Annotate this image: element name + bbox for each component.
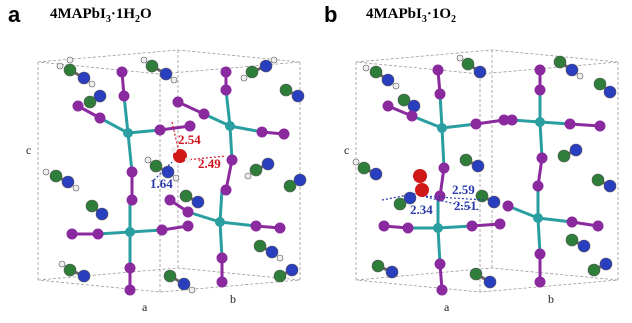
- panel-a-title: 4MAPbI3·1H2O: [50, 6, 152, 25]
- unit-cell-b: [355, 49, 619, 293]
- axis-label-a: a: [444, 300, 450, 314]
- distance-label-3: 2.51: [454, 198, 477, 213]
- panel-a: a 4MAPbI3·1H2O: [8, 2, 307, 314]
- axis-label-c: c: [26, 143, 31, 157]
- panel-b: b 4MAPbI3·1O2: [316, 0, 632, 323]
- methylammonium-b: [352, 54, 617, 289]
- axis-label-b: b: [230, 292, 236, 306]
- lead-atoms-b: [433, 117, 545, 233]
- distance-label-1: 2.59: [452, 182, 475, 197]
- panel-b-letter: b: [324, 2, 338, 27]
- water-molecule: [153, 121, 227, 181]
- panel-b-title: 4MAPbI3·1O2: [366, 6, 457, 25]
- oxygen-molecule: [381, 169, 485, 211]
- distance-label-3: 1.64: [150, 176, 173, 191]
- distance-label-2: 2.49: [198, 156, 221, 171]
- panel-a-letter: a: [8, 2, 21, 27]
- distance-label-2: 2.34: [410, 202, 433, 217]
- distance-label-1: 2.54: [178, 132, 201, 147]
- iodine-atoms-a: [66, 66, 290, 296]
- structure-a: 2.54 2.49 1.64 c a b: [26, 49, 307, 314]
- iodine-atoms-b: [378, 64, 606, 296]
- methylammonium-a: [42, 56, 307, 294]
- structure-b: 2.59 2.34 2.51 c a b: [344, 49, 619, 314]
- axis-label-b: b: [548, 292, 554, 306]
- axis-label-a: a: [142, 300, 148, 314]
- lead-atoms-a: [123, 121, 235, 237]
- axis-label-c: c: [344, 143, 349, 157]
